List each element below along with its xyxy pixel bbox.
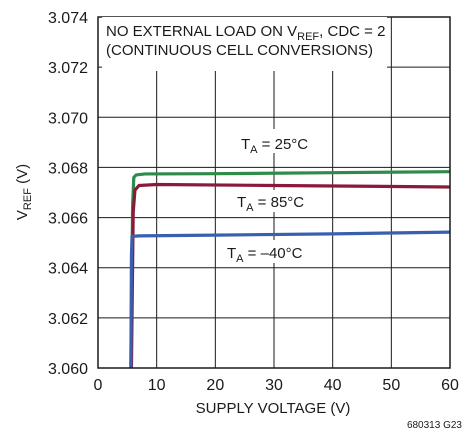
y-tick-label: 3.074	[48, 10, 88, 27]
series-label-25c: TA = 25°C	[241, 136, 308, 156]
label-85c-background	[233, 190, 319, 212]
series-line-2	[129, 230, 451, 369]
x-tick-label: 40	[324, 377, 342, 394]
y-tick-label: 3.064	[48, 261, 88, 278]
series-label-minus40c: TA = –40°C	[227, 245, 303, 265]
x-tick-label: 0	[94, 377, 103, 394]
y-tick-label: 3.072	[48, 60, 88, 77]
x-tick-label: 30	[265, 377, 283, 394]
x-tick-label: 20	[206, 377, 224, 394]
y-tick-labels: 3.060 3.062 3.064 3.066 3.068 3.070 3.072 3.074	[48, 10, 88, 378]
series-layer	[129, 170, 451, 369]
x-tick-label: 10	[148, 377, 166, 394]
annotation-background	[102, 17, 387, 71]
x-axis-title: SUPPLY VOLTAGE (V)	[196, 400, 351, 417]
y-axis-title: VREF (V)	[14, 164, 34, 220]
series-label-85c: TA = 85°C	[237, 194, 304, 214]
x-tick-label: 60	[441, 377, 459, 394]
annotation-line-2: (CONTINUOUS CELL CONVERSIONS)	[106, 42, 373, 59]
label-25c-background	[236, 129, 322, 153]
y-tick-label: 3.068	[48, 160, 88, 177]
y-tick-label: 3.060	[48, 361, 88, 378]
figure-id: 680313 G23	[407, 420, 462, 431]
x-tick-label: 50	[382, 377, 400, 394]
series-line-1	[129, 182, 451, 369]
x-tick-labels: 0 10 20 30 40 50 60	[94, 377, 459, 394]
label-m40c-background	[223, 240, 313, 263]
annotation-line-1: NO EXTERNAL LOAD ON VREF, CDC = 2	[106, 23, 385, 43]
y-tick-label: 3.066	[48, 211, 88, 228]
y-tick-label: 3.062	[48, 311, 88, 328]
y-tick-label: 3.070	[48, 110, 88, 127]
